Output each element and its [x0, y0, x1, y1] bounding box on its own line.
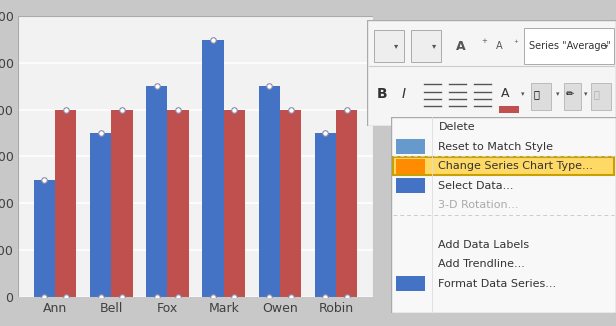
Text: Add Data Labels: Add Data Labels — [439, 240, 530, 249]
Bar — [202, 40, 224, 297]
Bar — [499, 106, 519, 113]
Text: 3-D Rotation...: 3-D Rotation... — [439, 200, 519, 210]
Text: A: A — [456, 39, 466, 52]
Bar — [224, 110, 245, 297]
Text: Add Trendline...: Add Trendline... — [439, 259, 525, 269]
Text: Delete: Delete — [439, 122, 475, 132]
Bar — [411, 30, 441, 62]
Text: 🪣: 🪣 — [533, 89, 540, 99]
Bar — [395, 139, 425, 154]
Text: Change Series Chart Type...: Change Series Chart Type... — [439, 161, 593, 171]
Bar — [146, 86, 168, 297]
Text: ▾: ▾ — [432, 41, 436, 51]
Text: ✏: ✏ — [566, 89, 574, 99]
Bar — [395, 178, 425, 193]
FancyBboxPatch shape — [391, 117, 616, 313]
Bar — [374, 30, 404, 62]
Text: A: A — [501, 87, 509, 100]
Text: I: I — [402, 87, 405, 101]
Text: Select Data...: Select Data... — [439, 181, 514, 191]
Bar — [336, 110, 357, 297]
Text: ▾: ▾ — [394, 41, 399, 51]
Text: ▾: ▾ — [556, 91, 559, 97]
Bar — [34, 180, 55, 297]
Text: Reset to Match Style: Reset to Match Style — [439, 142, 553, 152]
Bar — [168, 110, 189, 297]
Text: +: + — [514, 39, 519, 44]
Text: Format Data Series...: Format Data Series... — [439, 279, 556, 289]
FancyBboxPatch shape — [367, 20, 616, 126]
Bar — [315, 133, 336, 297]
Bar — [259, 86, 280, 297]
Bar — [18, 16, 373, 297]
Bar — [524, 28, 614, 64]
Bar — [90, 133, 111, 297]
Bar — [591, 83, 611, 110]
Bar — [531, 83, 551, 110]
Bar — [564, 83, 581, 110]
Bar — [395, 276, 425, 291]
Bar — [394, 157, 614, 175]
Text: Series "Average": Series "Average" — [529, 41, 610, 51]
Bar — [280, 110, 301, 297]
Text: ⬜: ⬜ — [594, 89, 599, 99]
Text: B: B — [376, 87, 387, 101]
Bar — [395, 159, 425, 174]
Text: ▾: ▾ — [583, 91, 587, 97]
Text: ▾: ▾ — [521, 91, 525, 97]
Text: ▾: ▾ — [604, 41, 608, 51]
Text: +: + — [481, 38, 487, 44]
Bar — [55, 110, 76, 297]
Text: A: A — [496, 41, 503, 51]
Bar — [111, 110, 132, 297]
